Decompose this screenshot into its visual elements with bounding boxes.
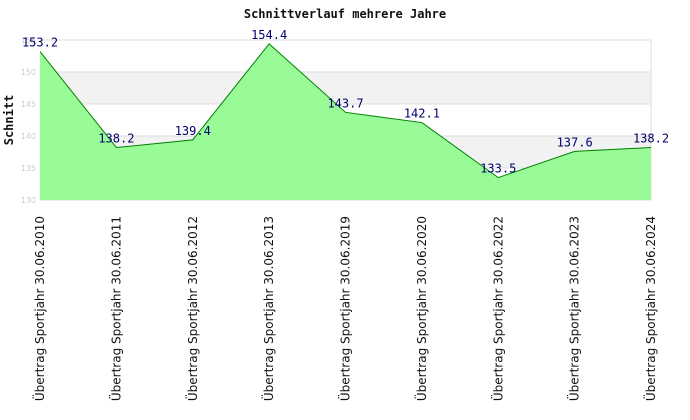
y-tick-label: 145 xyxy=(21,100,36,109)
data-label: 138.2 xyxy=(98,132,134,146)
chart-title: Schnittverlauf mehrere Jahre xyxy=(244,7,446,21)
y-axis-label: Schnitt xyxy=(2,95,16,146)
x-axis-ticks: Übertrag Sportjahr 30.06.2010 Übertrag Sp… xyxy=(31,216,658,401)
x-tick-label: Übertrag Sportjahr 30.06.2010 xyxy=(31,216,47,401)
data-label: 133.5 xyxy=(480,162,516,176)
series-area xyxy=(40,43,651,201)
grid-band xyxy=(40,72,651,104)
x-tick-label: Übertrag Sportjahr 30.06.2020 xyxy=(413,216,429,401)
x-tick-label: Übertrag Sportjahr 30.06.2019 xyxy=(337,216,353,401)
y-tick-label: 155 xyxy=(21,36,36,45)
x-tick-label: Übertrag Sportjahr 30.06.2024 xyxy=(642,216,658,401)
data-label: 142.1 xyxy=(404,107,440,121)
x-tick-label: Übertrag Sportjahr 30.06.2023 xyxy=(566,216,582,401)
y-tick-label: 135 xyxy=(21,164,36,173)
y-tick-label: 150 xyxy=(21,68,36,77)
y-axis-ticks: 130 135 140 145 150 155 xyxy=(21,36,36,205)
data-label: 137.6 xyxy=(557,135,593,149)
data-label: 153.2 xyxy=(22,36,58,50)
grid-band xyxy=(40,40,651,72)
x-tick-label: Übertrag Sportjahr 30.06.2013 xyxy=(260,216,276,401)
data-label: 139.4 xyxy=(175,124,211,138)
x-tick-label: Übertrag Sportjahr 30.06.2011 xyxy=(107,216,123,401)
series-line xyxy=(39,43,652,179)
x-tick-label: Übertrag Sportjahr 30.06.2012 xyxy=(184,216,200,401)
x-tick-label: Übertrag Sportjahr 30.06.2022 xyxy=(489,216,505,401)
data-label: 143.7 xyxy=(327,96,363,110)
y-tick-label: 130 xyxy=(21,196,36,205)
data-label: 138.2 xyxy=(633,132,669,146)
y-tick-label: 140 xyxy=(21,132,36,141)
data-labels: 153.2 138.2 139.4 154.4 143.7 142.1 133.5 137.6… xyxy=(22,28,669,176)
data-label: 154.4 xyxy=(251,28,287,42)
